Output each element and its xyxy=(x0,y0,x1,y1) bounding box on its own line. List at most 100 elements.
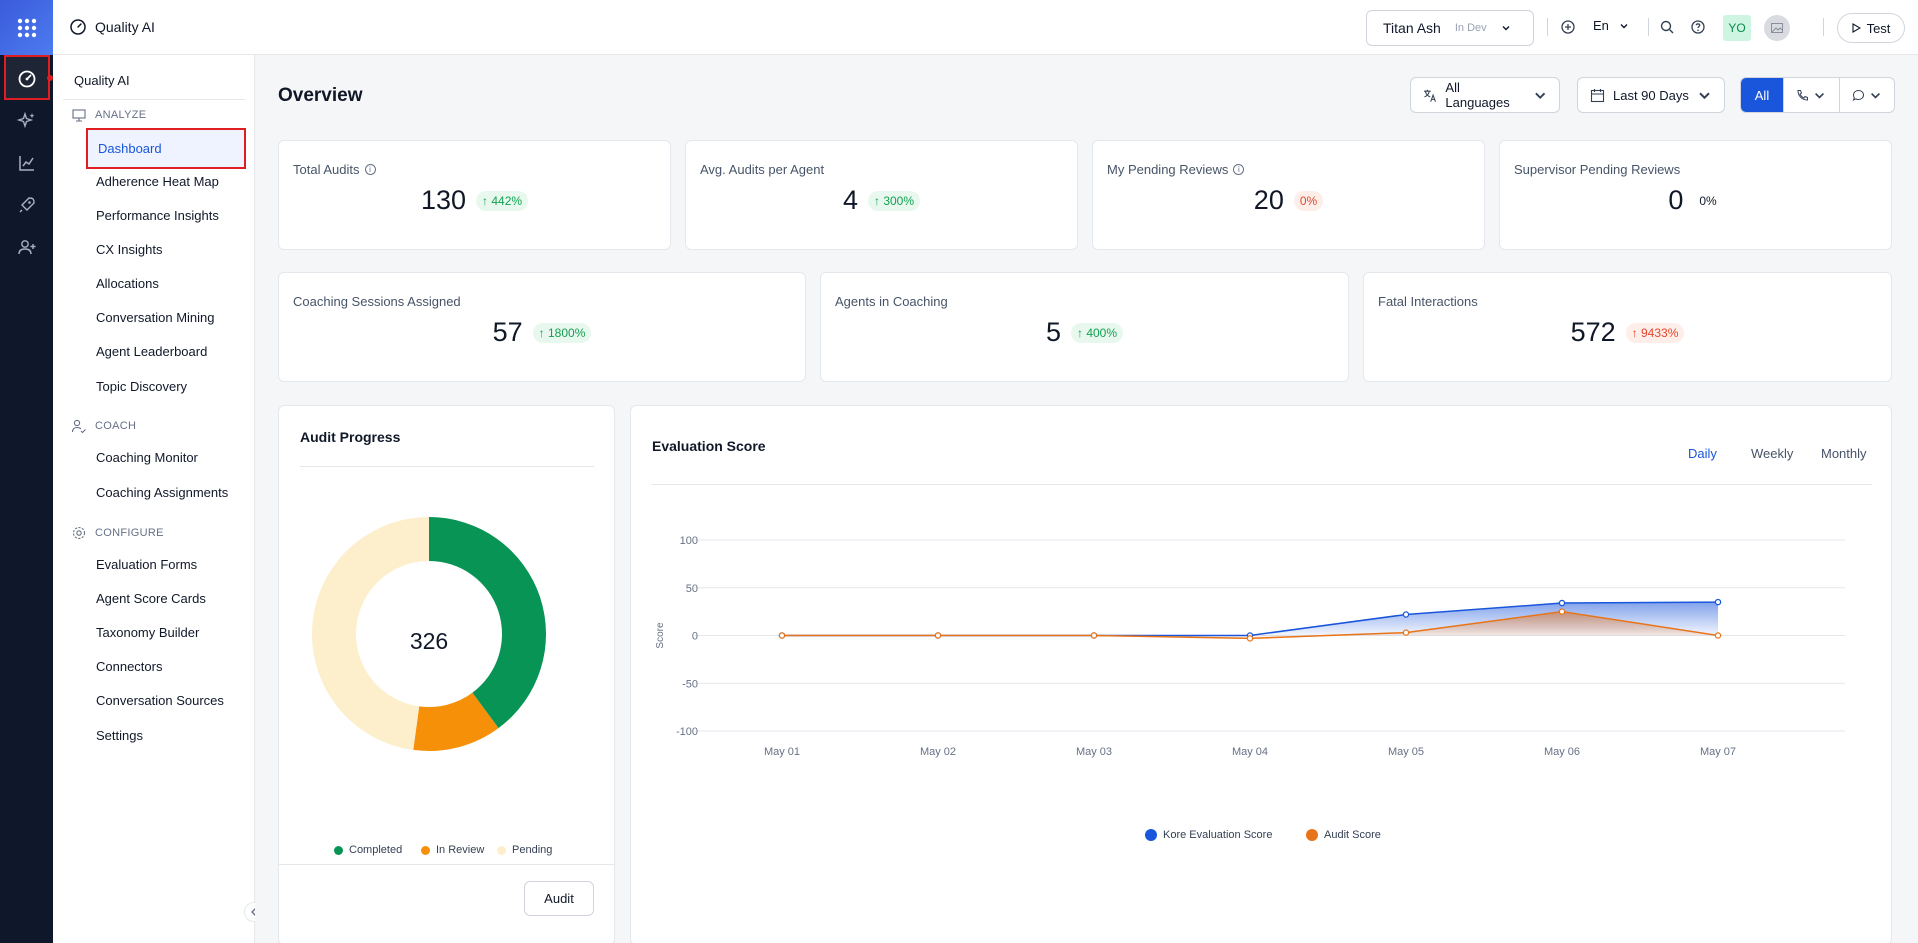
add-circle-button[interactable] xyxy=(1559,18,1577,36)
data-point[interactable] xyxy=(1402,611,1410,618)
rail-add-user-button[interactable] xyxy=(10,230,43,263)
sidebar-item-allocations[interactable]: Allocations xyxy=(96,276,159,291)
sidebar-item-performance-insights[interactable]: Performance Insights xyxy=(96,208,219,223)
legend-label: In Review xyxy=(436,844,485,856)
info-icon[interactable]: i xyxy=(364,164,376,175)
kpi-card-my-pending-reviews: My Pending Reviews i 20 0% xyxy=(1092,140,1485,250)
divider xyxy=(1547,18,1548,36)
section-label: ANALYZE xyxy=(95,109,147,121)
divider xyxy=(1648,18,1649,36)
sidebar-section-coach: COACH xyxy=(71,418,136,434)
kpi-label: Fatal Interactions xyxy=(1378,294,1478,309)
sparkle-icon xyxy=(16,111,34,128)
sidebar-item-conversation-sources[interactable]: Conversation Sources xyxy=(96,693,224,708)
sidebar-item-topic-discovery[interactable]: Topic Discovery xyxy=(96,379,188,394)
sidebar-item-adherence-heat-map[interactable]: Adherence Heat Map xyxy=(96,174,219,189)
legend-label: Audit Score xyxy=(1324,829,1381,841)
app-title: Quality AI xyxy=(69,18,155,36)
test-button[interactable]: Test xyxy=(1837,13,1905,43)
rail-launch-button[interactable] xyxy=(10,188,43,221)
search-button[interactable] xyxy=(1658,18,1676,36)
chevron-left-icon xyxy=(251,907,257,917)
channel-voice-button[interactable] xyxy=(1783,78,1839,112)
donut-slice-pending[interactable] xyxy=(311,517,429,750)
tab-weekly[interactable]: Weekly xyxy=(1751,446,1794,461)
play-icon xyxy=(1852,23,1861,33)
user-avatar[interactable]: YO xyxy=(1723,15,1751,41)
kpi-card-avg-audits: Avg. Audits per Agent 4 ↑ 300% xyxy=(685,140,1078,250)
language-label: En xyxy=(1593,18,1609,33)
x-tick-label: May 04 xyxy=(1232,746,1268,758)
language-selector[interactable]: En xyxy=(1593,18,1629,33)
date-range-filter[interactable]: Last 90 Days xyxy=(1577,77,1725,113)
donut-slice-completed[interactable] xyxy=(429,517,546,729)
audit-button[interactable]: Audit xyxy=(524,881,594,916)
donut-slice-in-review[interactable] xyxy=(413,692,499,751)
legend-dot xyxy=(334,845,343,855)
kpi-value: 20 xyxy=(1253,185,1284,215)
app-title-text: Quality AI xyxy=(95,19,155,35)
sidebar-item-evaluation-forms[interactable]: Evaluation Forms xyxy=(96,557,198,572)
data-point[interactable] xyxy=(1558,599,1566,607)
language-filter[interactable]: All Languages xyxy=(1410,77,1560,113)
legend-item-kore-evaluation: Kore Evaluation Score xyxy=(1145,829,1272,841)
data-point[interactable] xyxy=(1714,598,1722,606)
plus-circle-icon xyxy=(1561,20,1575,34)
sidebar-item-taxonomy-builder[interactable]: Taxonomy Builder xyxy=(96,625,200,640)
data-point[interactable] xyxy=(1090,632,1098,639)
kpi-label: Supervisor Pending Reviews xyxy=(1514,162,1680,177)
audit-progress-title: Audit Progress xyxy=(300,429,401,445)
kpi-label-text: Avg. Audits per Agent xyxy=(700,162,825,177)
channel-all-button[interactable]: All xyxy=(1741,78,1783,112)
image-button[interactable] xyxy=(1764,15,1790,41)
sidebar-item-cx-insights[interactable]: CX Insights xyxy=(96,242,163,257)
x-tick-label: May 02 xyxy=(920,746,956,758)
divider xyxy=(300,466,594,467)
section-label: COACH xyxy=(95,420,137,432)
kpi-delta-badge: ↑ 1800% xyxy=(532,322,592,343)
chevron-down-icon xyxy=(1620,23,1628,28)
divider xyxy=(652,484,1872,485)
tab-daily[interactable]: Daily xyxy=(1688,446,1717,461)
info-icon[interactable]: i xyxy=(1233,164,1245,175)
gauge-icon xyxy=(70,19,86,35)
sidebar-item-coaching-assignments[interactable]: Coaching Assignments xyxy=(96,485,229,500)
chevron-down-icon xyxy=(1502,26,1510,31)
data-point[interactable] xyxy=(1714,632,1722,639)
app-rail xyxy=(0,0,53,943)
rail-quality-ai-button[interactable] xyxy=(10,62,43,95)
sidebar-item-coaching-monitor[interactable]: Coaching Monitor xyxy=(96,450,198,465)
tenant-env: In Dev xyxy=(1454,22,1487,34)
legend-dot xyxy=(1306,829,1318,841)
tenant-selector[interactable]: Titan Ash In Dev xyxy=(1366,10,1534,46)
data-point[interactable] xyxy=(778,632,786,639)
sidebar-item-agent-score-cards[interactable]: Agent Score Cards xyxy=(96,591,206,606)
kpi-value: 572 xyxy=(1570,317,1616,347)
tab-monthly[interactable]: Monthly xyxy=(1821,446,1867,461)
sidebar-item-agent-leaderboard[interactable]: Agent Leaderboard xyxy=(96,344,208,359)
sidebar-app-title: Quality AI xyxy=(74,73,130,88)
data-point[interactable] xyxy=(934,632,942,639)
kpi-value: 0 xyxy=(1668,185,1684,215)
data-point[interactable] xyxy=(1402,629,1410,636)
section-label: CONFIGURE xyxy=(95,527,164,539)
rail-analytics-button[interactable] xyxy=(10,146,43,179)
sidebar-item-connectors[interactable]: Connectors xyxy=(96,659,163,674)
sidebar-section-configure: CONFIGURE xyxy=(71,525,164,541)
data-point[interactable] xyxy=(1246,635,1254,642)
sidebar-item-dashboard[interactable]: Dashboard xyxy=(86,128,246,169)
rail-ai-button[interactable] xyxy=(10,104,43,137)
gear-icon xyxy=(72,526,86,540)
kpi-label: My Pending Reviews i xyxy=(1107,162,1245,177)
sidebar-item-settings[interactable]: Settings xyxy=(96,728,143,743)
top-bar: Quality AI Titan Ash In Dev En YO Test xyxy=(53,0,1918,55)
channel-chat-button[interactable] xyxy=(1838,78,1895,112)
legend-item-completed: Completed xyxy=(334,844,402,856)
kpi-label: Coaching Sessions Assigned xyxy=(293,294,461,309)
help-button[interactable] xyxy=(1689,18,1707,36)
legend-dot xyxy=(421,845,430,855)
apps-grid-button[interactable] xyxy=(0,0,53,55)
sidebar-item-conversation-mining[interactable]: Conversation Mining xyxy=(96,310,215,325)
kpi-delta-badge: ↑ 442% xyxy=(476,190,529,211)
data-point[interactable] xyxy=(1558,608,1566,615)
